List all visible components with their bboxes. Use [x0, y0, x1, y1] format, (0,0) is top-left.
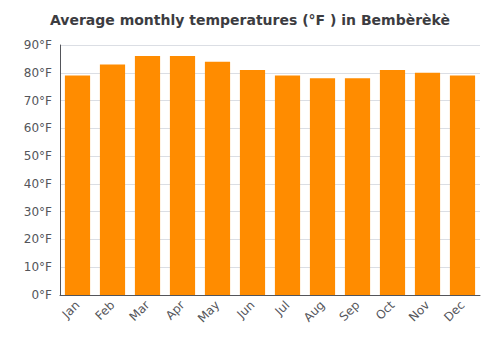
svg-text:Apr: Apr — [163, 298, 188, 323]
svg-text:May: May — [195, 298, 222, 325]
svg-text:30°F: 30°F — [24, 205, 52, 219]
svg-text:Feb: Feb — [93, 298, 118, 323]
svg-text:Jul: Jul — [272, 298, 293, 319]
svg-text:Jan: Jan — [59, 298, 83, 322]
svg-text:40°F: 40°F — [24, 177, 52, 191]
svg-text:Sep: Sep — [337, 298, 363, 324]
svg-text:Mar: Mar — [127, 298, 153, 324]
svg-text:70°F: 70°F — [24, 94, 52, 108]
svg-text:50°F: 50°F — [24, 149, 52, 163]
svg-text:Dec: Dec — [441, 298, 467, 324]
svg-text:Nov: Nov — [406, 298, 432, 324]
svg-text:80°F: 80°F — [24, 66, 52, 80]
svg-text:0°F: 0°F — [31, 288, 52, 302]
svg-text:Average monthly temperatures (: Average monthly temperatures (°F ) in Be… — [50, 12, 450, 28]
svg-text:10°F: 10°F — [24, 260, 52, 274]
svg-text:90°F: 90°F — [24, 38, 52, 52]
svg-text:60°F: 60°F — [24, 121, 52, 135]
svg-text:20°F: 20°F — [24, 232, 52, 246]
svg-text:Jun: Jun — [234, 298, 258, 322]
svg-text:Oct: Oct — [373, 298, 398, 323]
svg-text:Aug: Aug — [301, 298, 327, 324]
